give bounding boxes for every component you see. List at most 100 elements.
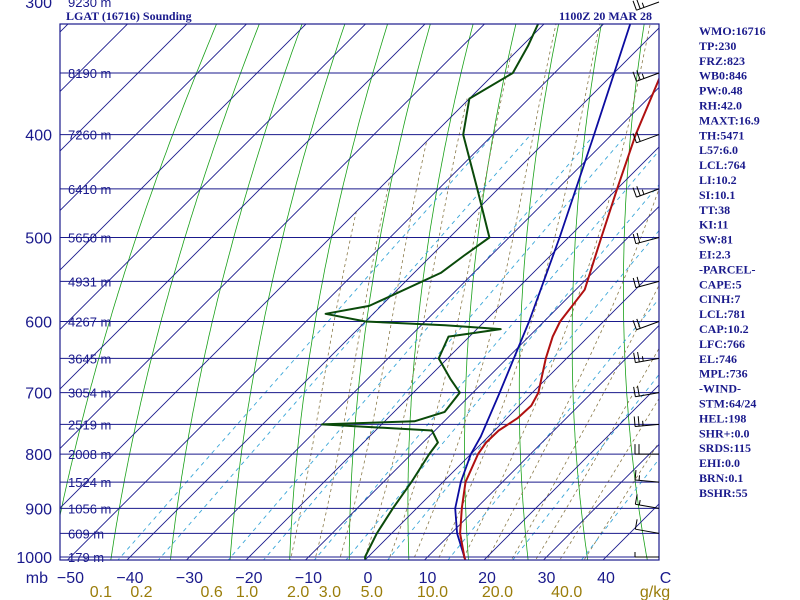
mixing-ratio-line [345,184,659,560]
temperature-line [459,76,659,560]
mixing-ratio-line [447,298,659,560]
pressure-tick-label: 900 [25,501,52,518]
mixing-ratio-tick-label: 1.0 [236,584,258,600]
index-value: SRDS:115 [699,441,751,455]
dry-adiabat-line [464,24,517,560]
index-value: PW:0.48 [699,84,743,98]
dry-adiabat-line [407,24,474,560]
temperature-tick-label: −30 [176,570,203,587]
temperature-tick-label: −40 [116,570,143,587]
mixing-ratio-tick-label: 0.2 [130,584,152,600]
height-label: 609 m [68,526,104,541]
index-value: SI:10.1 [699,188,735,202]
pressure-tick-label: 700 [25,386,52,403]
index-value: EI:2.3 [699,248,731,262]
moist-adiabat-line [314,173,392,560]
mixing-ratio-line [512,373,659,560]
pressure-tick-label: 300 [25,0,52,12]
wind-barb [632,70,660,82]
height-label: 1524 m [68,475,111,490]
index-value: -WIND- [699,382,741,396]
temperature-tick-label: −10 [295,570,322,587]
dry-adiabat-line [623,24,648,560]
mixing-ratio-line [313,150,659,560]
index-value: CINH:7 [699,292,740,306]
wind-barb [634,519,660,534]
wind-barb [632,186,660,198]
wind-barb [633,416,660,427]
moist-adiabat-line [363,98,468,560]
mixing-ratio-line [227,134,595,560]
wind-barb [632,131,660,144]
dry-adiabat-line [571,24,602,560]
dry-adiabat-line [110,24,260,560]
height-label: 6410 m [68,182,111,197]
index-value: TT:38 [699,203,730,217]
index-value: HEL:198 [699,411,746,425]
isobars [60,72,659,558]
plot-frame [59,23,660,561]
isotherm-line [245,146,659,560]
dewpoint-line [321,24,540,560]
mixing-ratio-tick-label: 0.1 [90,584,112,600]
isotherm-line [66,24,605,560]
index-value: TP:230 [699,39,736,53]
height-label: 4931 m [68,274,111,289]
index-value: BRN:0.1 [699,471,743,485]
chart-titles: LGAT (16716) Sounding 1100Z 20 MAR 28 [66,9,652,23]
isotherm-line [185,86,659,560]
height-label: 8190 m [68,66,111,81]
index-value: RH:42.0 [699,99,742,113]
height-label: 1056 m [68,501,111,516]
index-value: -PARCEL- [699,262,755,276]
mixing-ratio-tick-label: 2.0 [287,584,309,600]
pressure-tick-label: 400 [25,128,52,145]
temperature-tick-label: 30 [538,570,556,587]
moist-adiabat-line [412,24,557,560]
mixing-ratio-line [387,229,659,560]
height-label: 7260 m [68,128,111,143]
temperature-tick-label: 10 [419,570,437,587]
index-value: FRZ:823 [699,54,745,68]
isotherm-line [304,205,659,560]
plot-area [60,24,659,560]
moist-adiabat-line [559,397,659,560]
moist-adiabat-line [510,284,659,560]
mixing-ratio-line [117,134,494,560]
moist-adiabat-line [583,441,659,560]
height-label: 5650 m [68,230,111,245]
axis-labels: 1002003004005006007008009001000mb16240 m… [16,0,671,600]
temperature-tick-label: −20 [235,570,262,587]
dry-adiabat-line [518,24,560,560]
index-value: EL:746 [699,352,737,366]
mixing-ratio-line [262,134,627,560]
moist-adiabat-line [290,208,358,560]
dry-adiabat-line [768,0,800,580]
index-value: CAP:10.2 [699,322,749,336]
wind-barb [634,469,660,483]
height-label: 3645 m [68,351,111,366]
plot-border [59,23,660,561]
mixing-ratio-lines [117,134,659,560]
sounding-profiles [321,24,659,560]
isotherm-line [126,27,659,560]
dry-adiabat-line [348,24,431,560]
mixing-ratio-tick-label: 5.0 [361,584,383,600]
wind-barb [634,494,660,509]
dry-adiabat-line [60,24,217,518]
index-panel: WMO:16716TP:230FRZ:823WB0:846PW:0.48RH:4… [699,24,766,500]
wind-barb [633,386,660,398]
wind-barb [633,351,660,364]
station-title: LGAT (16716) Sounding [66,9,192,23]
height-label: 3054 m [68,386,111,401]
index-value: LFC:766 [699,337,745,351]
pressure-tick-label: 1000 [16,550,52,567]
time-title: 1100Z 20 MAR 28 [559,9,652,23]
wind-barb [634,444,659,455]
index-value: LCL:781 [699,307,746,321]
index-value: CAPE:5 [699,277,742,291]
isotherm-line [423,324,659,560]
wind-barb [632,318,660,331]
index-value: STM:64/24 [699,397,756,411]
